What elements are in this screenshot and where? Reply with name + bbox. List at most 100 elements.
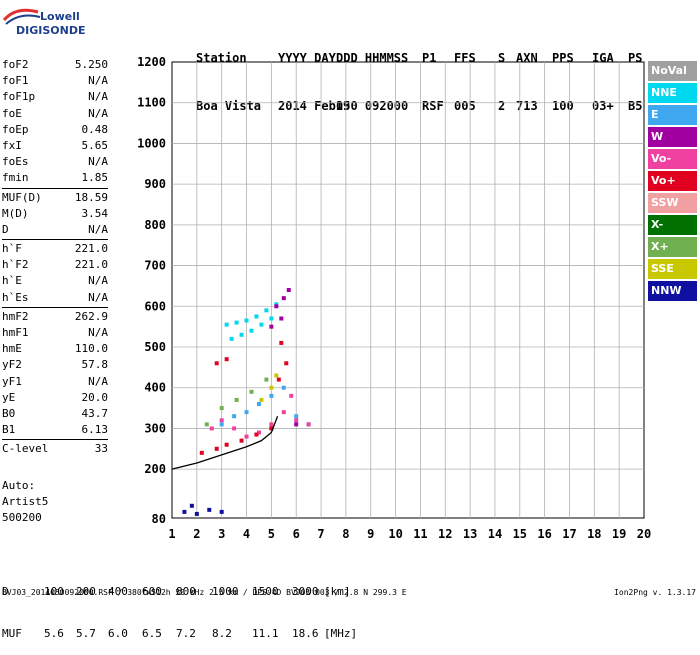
param-value: N/A: [88, 155, 108, 169]
legend-item-nne: NNE: [648, 83, 697, 103]
legend-item-vo: Vo-: [648, 149, 697, 169]
param-separator: [2, 306, 108, 308]
legend-item-noval: NoVal: [648, 61, 697, 81]
x-tick-label: 6: [293, 527, 300, 541]
data-point: [294, 418, 299, 423]
lowell-digisonde-logo: Lowell DIGISONDE: [2, 4, 86, 44]
param-row: foF1 N/A: [2, 73, 108, 89]
x-tick-label: 2: [193, 527, 200, 541]
autoscaling-info: Auto: Artist5 500200: [2, 478, 48, 526]
param-value: N/A: [88, 106, 108, 120]
data-point: [219, 418, 224, 423]
distance-label: D: [2, 585, 9, 598]
param-row: fmin 1.85: [2, 170, 108, 186]
muf-value: [MHz]: [324, 627, 358, 640]
muf-value: 18.6: [292, 627, 319, 640]
param-row: h`E N/A: [2, 273, 108, 289]
y-tick-label: 80: [152, 512, 166, 526]
data-point: [194, 511, 199, 516]
x-tick-label: 14: [488, 527, 502, 541]
param-key: yF2: [2, 358, 22, 372]
param-key: MUF(D): [2, 190, 42, 204]
y-tick-label: 1200: [137, 55, 166, 69]
logo-line1: Lowell: [40, 10, 80, 23]
y-tick-label: 1000: [137, 136, 166, 150]
param-value: 262.9: [74, 309, 108, 323]
data-point: [281, 296, 286, 301]
muf-label: MUF: [2, 627, 22, 640]
data-point: [214, 446, 219, 451]
plot-frame: [171, 61, 645, 519]
param-value: 57.8: [81, 358, 109, 372]
param-key: foF1p: [2, 90, 36, 104]
distance-value: 3000: [292, 585, 319, 598]
x-tick-label: 11: [413, 527, 427, 541]
x-tick-label: 8: [342, 527, 349, 541]
param-row: foF1p N/A: [2, 89, 108, 105]
param-value: 20.0: [81, 390, 109, 404]
param-value: N/A: [88, 90, 108, 104]
legend-item-vo: Vo+: [648, 171, 697, 191]
x-tick-label: 5: [268, 527, 275, 541]
param-row: hmE 110.0: [2, 341, 108, 357]
auto-version: 500200: [2, 511, 42, 524]
param-row: foE N/A: [2, 106, 108, 122]
auto-program: Artist5: [2, 495, 49, 508]
param-key: C-level: [2, 442, 49, 456]
data-point: [279, 340, 284, 345]
data-point: [244, 318, 249, 323]
param-row: D N/A: [2, 222, 108, 238]
muf-value: 6.0: [108, 627, 128, 640]
auto-label: Auto:: [2, 479, 36, 492]
param-row: B0 43.7: [2, 406, 108, 422]
logo-swoosh-icon: [2, 8, 41, 25]
data-point: [274, 304, 279, 309]
legend-item-w: W: [648, 127, 697, 147]
legend-item-x: X+: [648, 237, 697, 257]
param-key: h`F2: [2, 258, 29, 272]
data-point: [182, 509, 187, 514]
data-point: [264, 308, 269, 313]
param-value: 5.65: [81, 138, 109, 152]
y-tick-label: 400: [144, 381, 166, 395]
param-row: B1 6.13: [2, 422, 108, 438]
muf-value: 11.1: [252, 627, 279, 640]
distance-value: 600: [142, 585, 162, 598]
param-key: foF2: [2, 58, 29, 71]
x-tick-label: 18: [587, 527, 601, 541]
param-key: h`F: [2, 242, 22, 256]
polarization-legend: NoVal NNE E W Vo- Vo+ SSW X- X+ SSE NNW: [648, 61, 697, 303]
x-tick-label: 16: [537, 527, 551, 541]
data-point: [306, 422, 311, 427]
legend-item-x: X-: [648, 215, 697, 235]
y-tick-label: 700: [144, 259, 166, 273]
param-row: foF2 5.250: [2, 57, 108, 73]
param-row: h`Es N/A: [2, 290, 108, 306]
param-row: MUF(D) 18.59: [2, 190, 108, 206]
param-key: foEp: [2, 122, 29, 136]
x-tick-label: 20: [637, 527, 651, 541]
y-tick-label: 600: [144, 299, 166, 313]
distance-value: 200: [76, 585, 96, 598]
x-tick-label: 3: [218, 527, 225, 541]
param-key: h`E: [2, 274, 22, 288]
logo-line2: DIGISONDE: [16, 24, 86, 37]
y-tick-label: 1100: [137, 96, 166, 110]
data-point: [281, 410, 286, 415]
param-value: 221.0: [74, 242, 108, 256]
param-row: yE 20.0: [2, 390, 108, 406]
y-tick-label: 200: [144, 462, 166, 476]
param-key: foEs: [2, 155, 29, 169]
param-value: N/A: [88, 326, 108, 339]
y-tick-label: 900: [144, 177, 166, 191]
data-point: [244, 410, 249, 415]
param-row: h`F2 221.0: [2, 257, 108, 273]
param-key: yE: [2, 390, 16, 404]
param-row: C-level 33: [2, 441, 108, 457]
param-row: yF2 57.8: [2, 357, 108, 373]
data-point: [204, 422, 209, 427]
data-point: [249, 328, 254, 333]
param-value: 1.85: [81, 171, 109, 185]
param-row: h`F 221.0: [2, 241, 108, 257]
x-tick-label: 1: [168, 527, 175, 541]
